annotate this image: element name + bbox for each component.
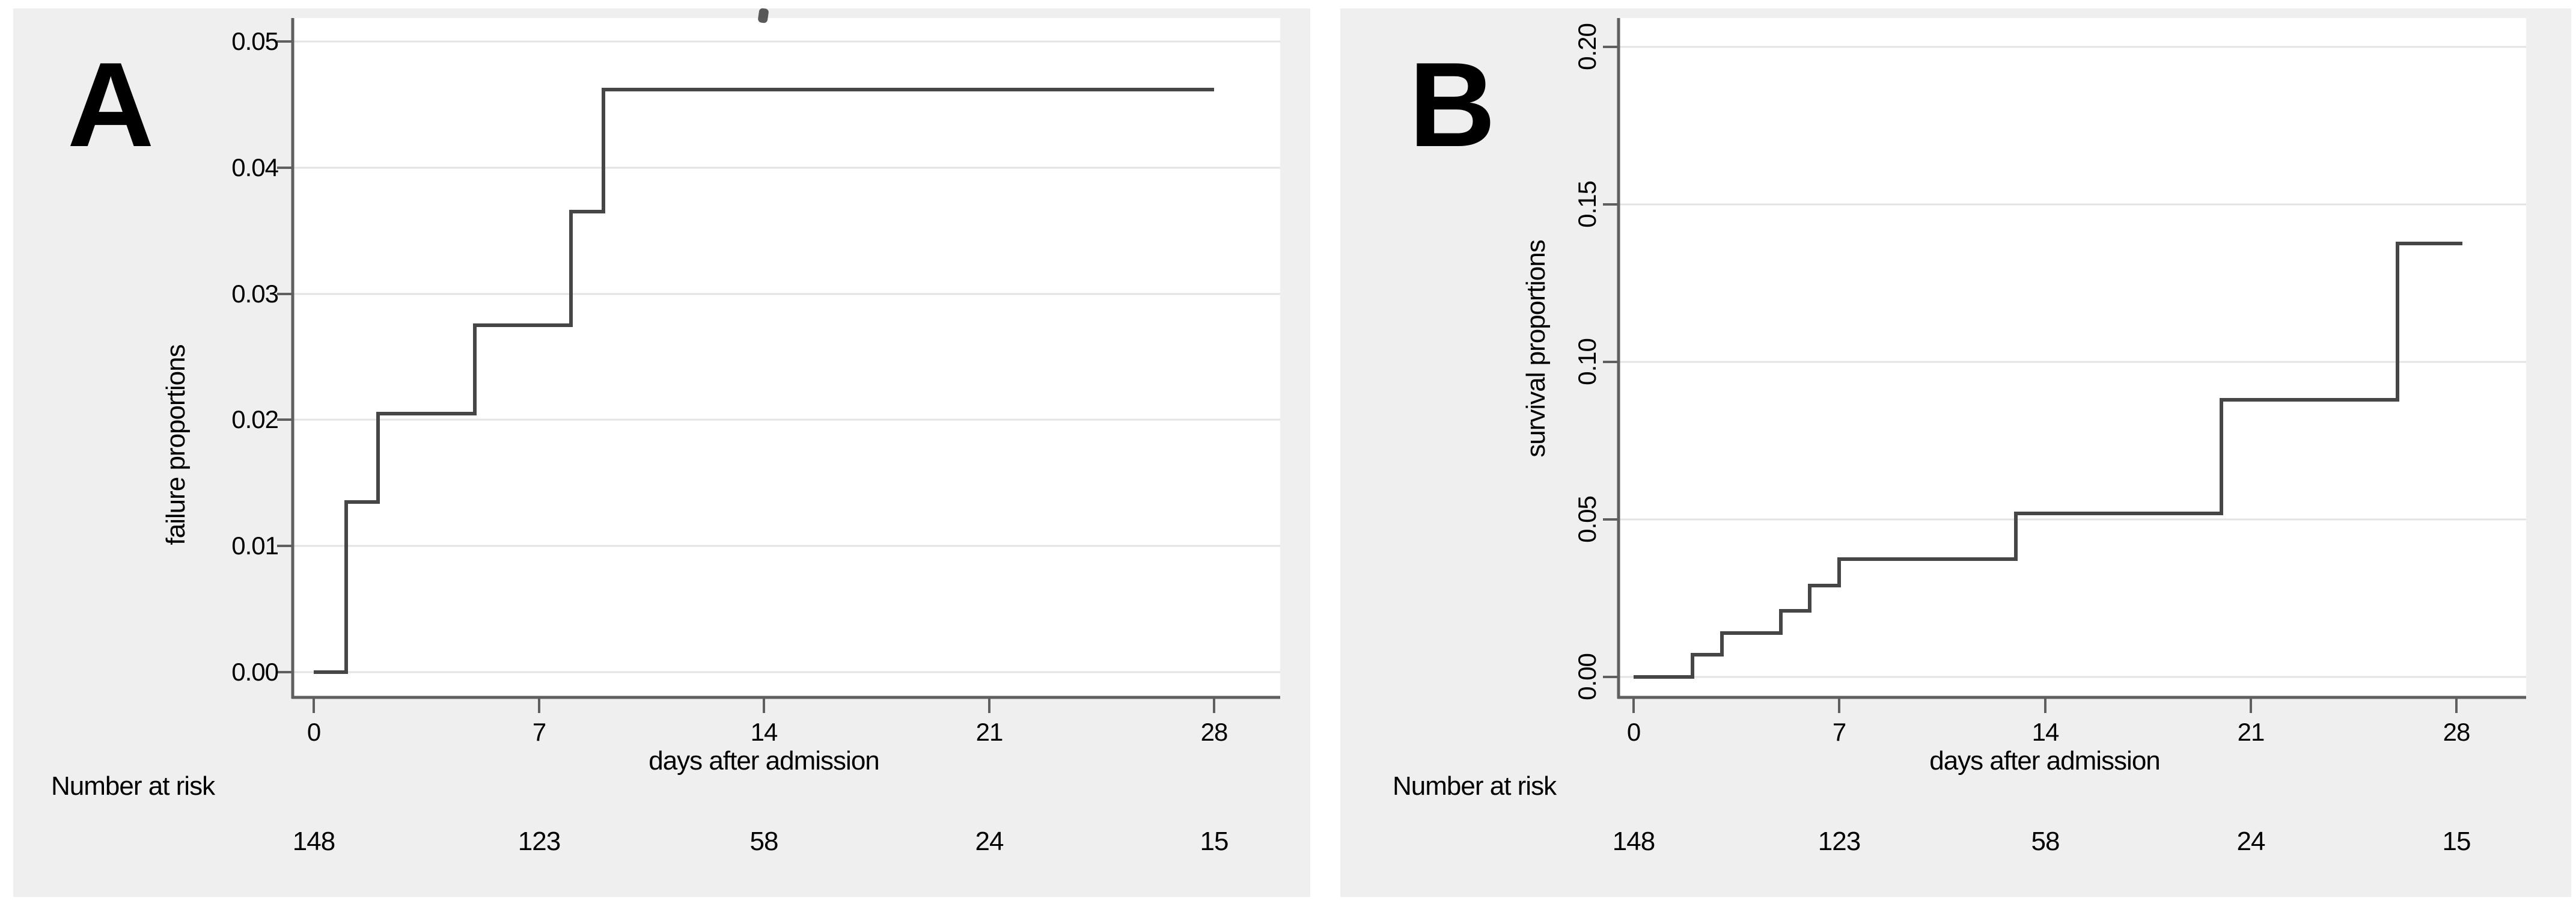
step-chart-b (1603, 18, 2526, 713)
step-chart-a (277, 18, 1280, 713)
figure-root: A failure proportions days after admissi… (13, 8, 2571, 897)
